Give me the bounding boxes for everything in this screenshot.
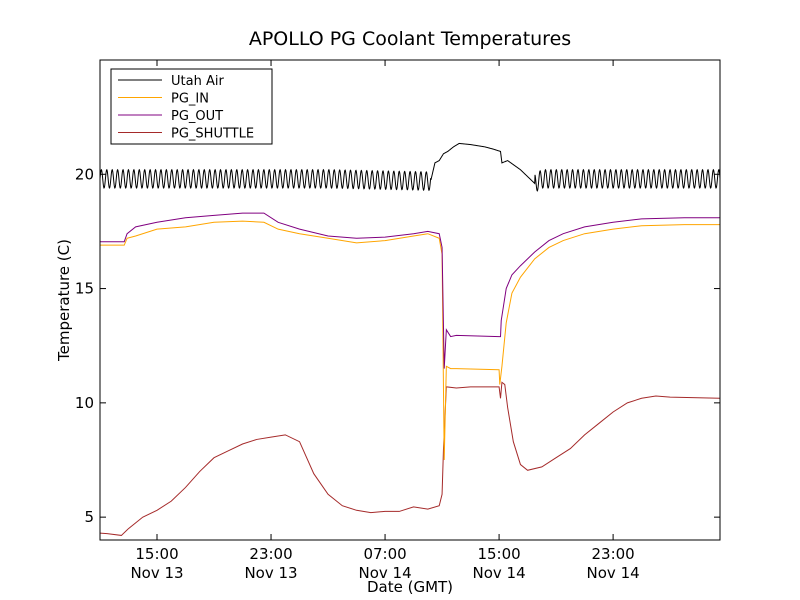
x-tick-time-label: 07:00 (363, 545, 406, 563)
x-axis-label: Date (GMT) (367, 578, 453, 596)
y-tick-label: 10 (75, 394, 94, 412)
plot-frame (99, 59, 721, 541)
x-tick-time-label: 15:00 (477, 545, 520, 563)
y-axis-label: Temperature (C) (55, 239, 73, 362)
x-tick-date-label: Nov 13 (244, 564, 297, 582)
x-tick-time-label: 15:00 (135, 545, 178, 563)
plot-area (100, 142, 720, 536)
legend-entry-label: PG_SHUTTLE (171, 127, 254, 142)
pg-out-line (100, 212, 720, 369)
legend-entry-label: PG_OUT (171, 109, 223, 124)
x-tick-time-label: 23:00 (591, 545, 634, 563)
chart-title: APOLLO PG Coolant Temperatures (249, 28, 571, 50)
x-tick-date-label: Nov 14 (587, 564, 640, 582)
y-tick-label: 20 (75, 165, 94, 183)
x-tick-time-label: 23:00 (249, 545, 292, 563)
y-tick-label: 5 (84, 508, 94, 526)
pg-in-line (100, 220, 720, 461)
x-tick-date-label: Nov 14 (358, 564, 411, 582)
legend-box (110, 68, 273, 145)
x-tick-date-label: Nov 13 (130, 564, 183, 582)
legend-entry-label: Utah Air (171, 74, 224, 89)
x-tick-date-label: Nov 14 (473, 564, 526, 582)
legend-entry-label: PG_IN (171, 92, 209, 107)
utah-air-line (100, 142, 720, 192)
pg-shuttle-line (100, 381, 720, 536)
y-tick-label: 15 (75, 280, 94, 298)
legend: Utah Air PG_IN PG_OUT PG_SHUTTLE (110, 68, 273, 145)
